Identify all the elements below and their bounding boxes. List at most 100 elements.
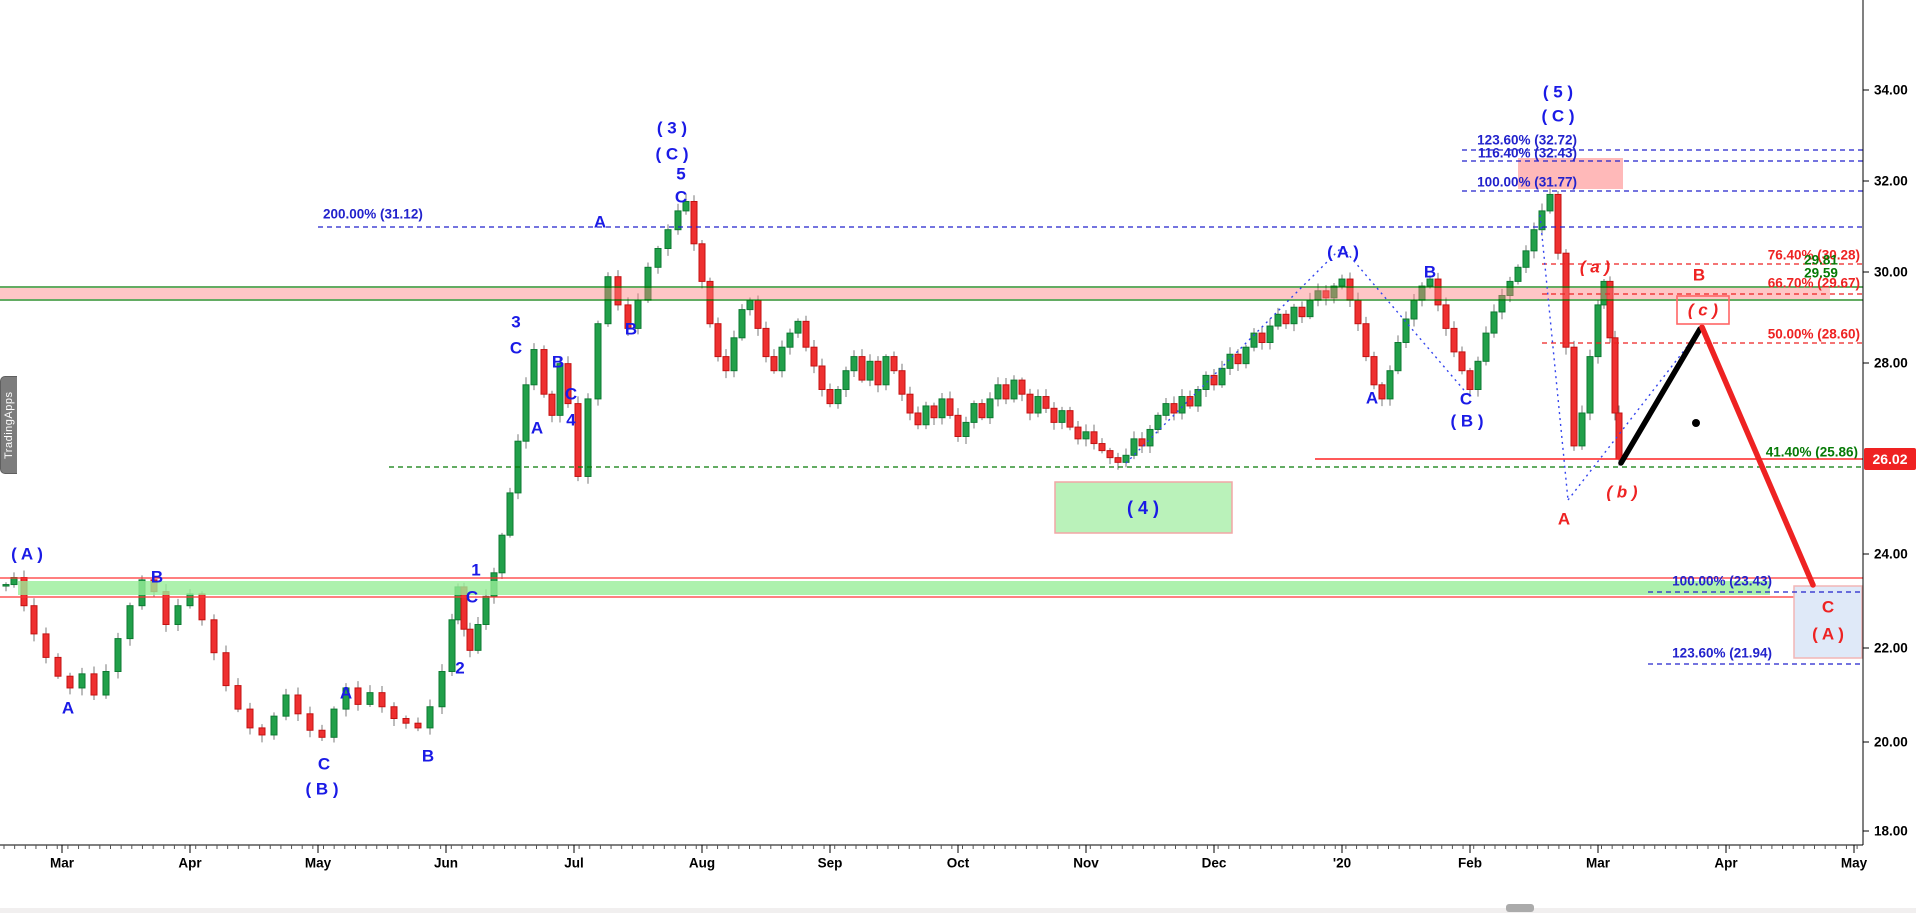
candle-body: [246, 708, 254, 729]
candle-body: [1522, 250, 1530, 268]
candle-body: [1170, 403, 1178, 414]
fib-label: 200.00% (31.12): [323, 207, 423, 222]
candle-body: [90, 673, 98, 696]
candle-body: [1122, 454, 1130, 463]
price-axis-label: 32.00: [1874, 174, 1908, 189]
horizontal-scrollbar[interactable]: [0, 908, 1916, 913]
annotations-layer[interactable]: [1125, 214, 1816, 588]
price-axis-label: 34.00: [1874, 83, 1908, 98]
candle-body: [174, 605, 182, 626]
candle-body: [1154, 414, 1162, 430]
wave-label-blue: 5: [676, 165, 685, 184]
candle-body: [654, 248, 662, 268]
candle-body: [1010, 379, 1018, 400]
candle-body: [714, 323, 722, 358]
candle-body: [1226, 353, 1234, 369]
candle-body: [746, 299, 754, 311]
price-axis[interactable]: 34.00 32.00 30.00 28.00 24.00 22.00 20.00 18.00: [1862, 0, 1908, 845]
candle-body: [794, 320, 802, 334]
candle-body: [930, 405, 938, 419]
trading-apps-watermark: TradingApps: [0, 376, 17, 474]
candle-body: [1514, 266, 1522, 282]
candle-body: [1042, 396, 1050, 409]
candle-body: [506, 492, 514, 536]
candle-body: [222, 652, 230, 687]
candle-body: [498, 534, 506, 574]
wave-label-blue: C: [565, 385, 577, 404]
candle-body: [1218, 367, 1226, 386]
candle-body: [186, 593, 194, 607]
candle-body: [1458, 351, 1466, 372]
candle-body: [614, 276, 622, 306]
candle-body: [366, 692, 374, 705]
candle-body: [690, 201, 698, 245]
wave-label-blue: B: [422, 747, 434, 766]
wave-label-red: C: [1822, 598, 1834, 617]
wave-label-blue: ( A ): [11, 545, 43, 564]
candle-body: [1074, 426, 1082, 440]
candle-body: [474, 624, 482, 651]
time-axis-label: Aug: [689, 856, 715, 871]
candle-body: [1611, 337, 1619, 414]
time-axis[interactable]: Mar Apr May Jun Jul Aug Sep Oct Nov Dec '20 Feb Mar A…: [0, 844, 1868, 871]
candle-body: [970, 403, 978, 423]
candle-body: [1098, 443, 1106, 452]
fib-label: 100.00% (31.77): [1477, 175, 1577, 190]
candle-body: [378, 692, 386, 708]
candle-body: [282, 694, 290, 717]
candle-body: [1090, 431, 1098, 445]
candle-body: [890, 356, 898, 372]
candle-body: [1050, 407, 1058, 423]
candle-body: [556, 363, 564, 416]
candle-body: [624, 304, 632, 329]
candle-body: [1114, 457, 1122, 463]
candle-body: [1002, 384, 1010, 400]
wave-label-blue: A: [1366, 389, 1378, 408]
wave-label-blue: 2: [455, 659, 464, 678]
projection-up-line: [1618, 326, 1703, 466]
candle-body: [126, 605, 134, 640]
candle-body: [1426, 278, 1434, 287]
candle-body: [1306, 299, 1314, 318]
wave-label-blue: ( C ): [655, 145, 688, 164]
zones-layer[interactable]: ( 4 ): [0, 158, 1863, 659]
candle-body: [1018, 379, 1026, 395]
candle-body: [1434, 278, 1442, 306]
candle-body: [698, 243, 706, 282]
scrollbar-thumb[interactable]: [1506, 904, 1534, 912]
wave-label-blue: ( B ): [1450, 412, 1483, 431]
candle-body: [1034, 396, 1042, 414]
candle-body: [342, 687, 350, 710]
candle-body: [1370, 356, 1378, 386]
fib-label: 50.00% (28.60): [1768, 327, 1860, 342]
resistance-band-fill: [0, 288, 1830, 299]
wave-label-blue: C: [1460, 390, 1472, 409]
candle-body: [786, 332, 794, 348]
candle-body: [1202, 374, 1210, 390]
wave-label-box: [1676, 295, 1730, 325]
candle-body: [1130, 438, 1138, 456]
candle-body: [1378, 384, 1386, 400]
candle-body: [30, 605, 38, 635]
wave-label-blue: B: [625, 320, 637, 339]
fib-label: 41.40% (25.86): [1766, 445, 1858, 460]
candle-body: [1338, 278, 1346, 287]
candle-body: [1274, 313, 1282, 327]
fib-label: 100.00% (23.43): [1672, 574, 1772, 589]
fib-layer[interactable]: 123.60% (32.72)116.40% (32.43) 100.00% (3…: [318, 133, 1863, 665]
supply-zone-box: [1518, 158, 1623, 189]
candle-body: [1250, 332, 1258, 348]
candle-body: [466, 628, 474, 651]
candle-body: [1410, 299, 1418, 320]
time-axis-label: Jun: [434, 856, 458, 871]
wave-label-red: ( c ): [1688, 301, 1719, 320]
candle-body: [318, 729, 326, 738]
wave-label-red: ( b ): [1606, 483, 1637, 502]
candle-body: [2, 584, 10, 587]
candle-body: [1482, 332, 1490, 362]
candle-body: [530, 349, 538, 386]
candle-body: [438, 671, 446, 708]
candle-body: [994, 384, 1002, 400]
